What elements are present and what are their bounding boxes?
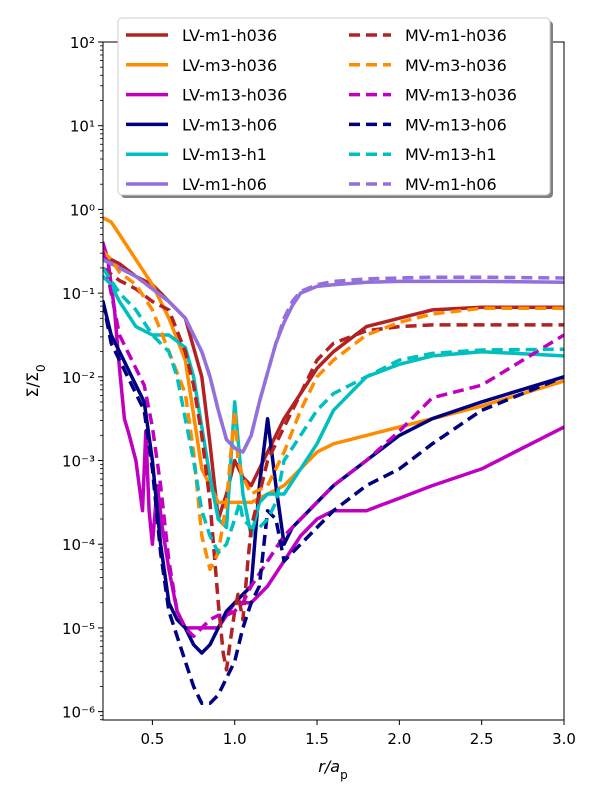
series-line-lv-m3-h036: [103, 216, 564, 505]
legend-label-mv-m13-h036: MV-m13-h036: [405, 86, 517, 105]
legend-label-lv-m13-h06: LV-m13-h06: [182, 115, 277, 134]
legend-label-mv-m13-h1: MV-m13-h1: [405, 145, 497, 164]
x-axis-label: r/ap: [318, 757, 347, 782]
legend-label-lv-m13-h036: LV-m13-h036: [182, 86, 287, 105]
legend-label-mv-m1-h036: MV-m1-h036: [405, 26, 507, 45]
series-line-mv-m13-h06: [103, 301, 564, 706]
x-tick-label: 3.0: [552, 730, 576, 748]
y-tick-label: 10¹: [70, 118, 95, 136]
legend-label-mv-m13-h06: MV-m13-h06: [405, 115, 507, 134]
x-tick-label: 1.0: [223, 730, 247, 748]
y-tick-label: 10⁻³: [62, 453, 95, 471]
y-tick-label: 10⁻¹: [62, 285, 95, 303]
series-layer: [103, 216, 564, 706]
series-line-lv-m1-h06: [103, 257, 564, 454]
x-tick-label: 2.0: [387, 730, 411, 748]
y-tick-label: 10⁻²: [62, 369, 95, 387]
series-line-lv-m13-h1: [103, 274, 564, 538]
legend-label-lv-m13-h1: LV-m13-h1: [182, 145, 267, 164]
x-tick-label: 0.5: [140, 730, 164, 748]
legend-box: [117, 17, 551, 196]
y-tick-label: 10²: [70, 34, 95, 52]
series-line-mv-m1-h06: [103, 258, 564, 454]
series-line-mv-m1-h036: [103, 266, 564, 672]
legend-label-lv-m3-h036: LV-m3-h036: [182, 56, 277, 75]
series-line-lv-m13-h06: [103, 299, 564, 655]
series-line-mv-m13-h036: [103, 250, 564, 639]
x-tick-label: 1.5: [305, 730, 329, 748]
legend-label-mv-m3-h036: MV-m3-h036: [405, 56, 507, 75]
x-tick-label: 2.5: [470, 730, 494, 748]
legend-label-lv-m1-h036: LV-m1-h036: [182, 26, 277, 45]
y-tick-label: 10⁻⁶: [62, 704, 95, 722]
y-tick-label: 10⁻⁴: [62, 536, 95, 554]
y-axis-label: Σ/Σ0: [23, 364, 48, 397]
y-tick-label: 10⁻⁵: [62, 620, 95, 638]
series-line-lv-m1-h036: [103, 253, 564, 521]
legend-label-mv-m1-h06: MV-m1-h06: [405, 175, 497, 194]
y-tick-label: 10⁰: [70, 201, 95, 219]
legend-label-lv-m1-h06: LV-m1-h06: [182, 175, 267, 194]
series-line-mv-m3-h036: [103, 250, 564, 572]
ticks-layer: 0.5 1.0 1.5 2.0 2.5 3.0 10⁻⁶ 10⁻⁵ 10⁻⁴ 10⁻³ 10⁻² 10…: [62, 34, 576, 748]
legend: LV-m1-h036 LV-m3-h036 LV-m13-h036 LV-m13-h0…: [117, 17, 553, 198]
